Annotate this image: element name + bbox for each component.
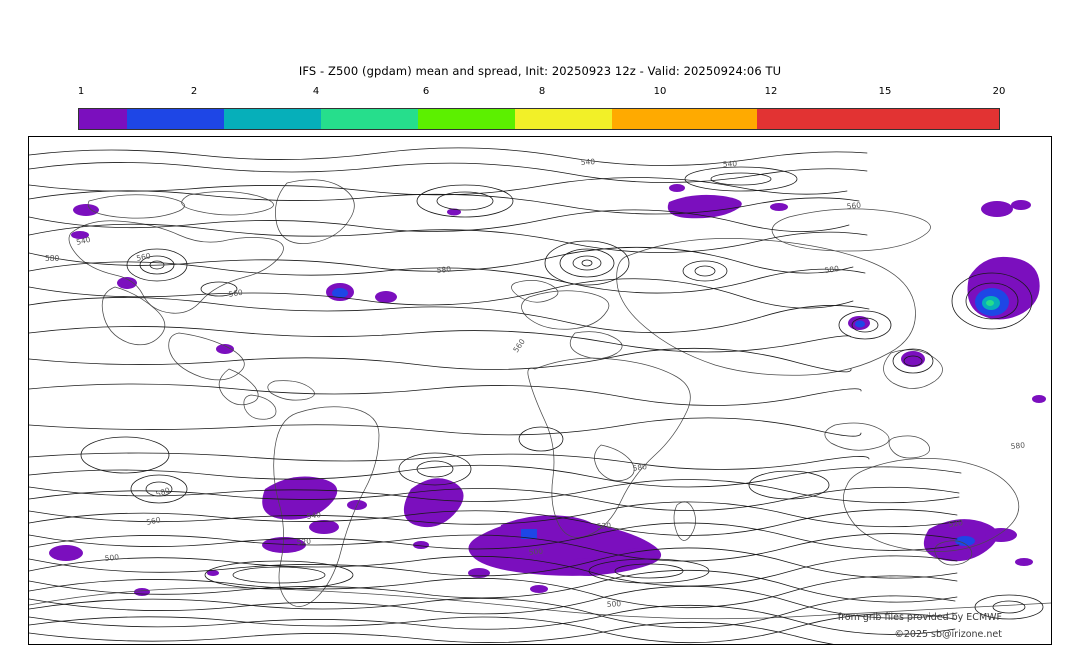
contour-label: 540 bbox=[75, 235, 91, 247]
colorbar-segment bbox=[756, 109, 999, 129]
contour-label: 580 bbox=[824, 264, 840, 275]
colorbar-tick: 2 bbox=[190, 86, 198, 97]
colorbar-tick: 20 bbox=[992, 86, 1006, 97]
colorbar-tick: 8 bbox=[538, 86, 546, 97]
contour-label: 500 bbox=[528, 547, 543, 557]
contour-label: 580 bbox=[632, 462, 648, 473]
contour-label: 520 bbox=[597, 521, 612, 531]
colorbar-gradient bbox=[78, 108, 1000, 130]
contour-label: 500 bbox=[607, 599, 622, 609]
colorbar-segment bbox=[224, 109, 322, 129]
contour-label: 580 bbox=[155, 485, 172, 498]
colorbar bbox=[78, 108, 1000, 130]
map-panel: 540 560 580 580 540 540 560 560 580 580 … bbox=[28, 136, 1052, 645]
colorbar-tick: 15 bbox=[878, 86, 892, 97]
contour-label: 580 bbox=[436, 265, 451, 275]
contour-label: 540 bbox=[581, 157, 596, 167]
page-title: IFS - Z500 (gpdam) mean and spread, Init… bbox=[298, 64, 782, 78]
contour-label: 540 bbox=[306, 510, 322, 521]
colorbar-segment bbox=[127, 109, 225, 129]
coastlines-layer bbox=[29, 179, 1051, 620]
colorbar-tick: 6 bbox=[422, 86, 430, 97]
colorbar-tick: 10 bbox=[653, 86, 667, 97]
contour-label: 560 bbox=[146, 515, 162, 527]
colorbar-segment bbox=[417, 109, 515, 129]
contour-label: 520 bbox=[948, 518, 964, 529]
contour-label: 540 bbox=[723, 159, 738, 169]
credit-source: from grib files provided by ECMWF bbox=[837, 612, 1002, 623]
contour-label: 520 bbox=[296, 537, 311, 547]
contour-label: 560 bbox=[228, 288, 244, 299]
contour-label: 560 bbox=[846, 201, 861, 211]
contour-labels-layer: 540 560 580 580 540 540 560 560 580 580 … bbox=[45, 157, 1026, 609]
credit-copyright: ©2025 sb@irizone.net bbox=[894, 629, 1002, 640]
contour-label: 560 bbox=[511, 337, 527, 354]
colorbar-segment bbox=[611, 109, 757, 129]
map-svg: 540 560 580 580 540 540 560 560 580 580 … bbox=[29, 147, 1051, 644]
colorbar-tick-labels: 1 2 4 6 8 10 12 15 20 bbox=[0, 0, 1080, 97]
contour-layer bbox=[29, 147, 1044, 644]
colorbar-tick: 1 bbox=[77, 86, 85, 97]
spread-shading-layer bbox=[49, 184, 1046, 596]
contour-label: 580 bbox=[1010, 441, 1025, 451]
contour-label: 580 bbox=[45, 254, 60, 263]
colorbar-segment bbox=[321, 109, 418, 129]
colorbar-segment bbox=[514, 109, 612, 129]
colorbar-segment bbox=[79, 109, 128, 129]
colorbar-tick: 12 bbox=[764, 86, 778, 97]
contour-label: 560 bbox=[136, 251, 152, 263]
colorbar-tick: 4 bbox=[312, 86, 320, 97]
contour-label: 500 bbox=[104, 553, 119, 563]
